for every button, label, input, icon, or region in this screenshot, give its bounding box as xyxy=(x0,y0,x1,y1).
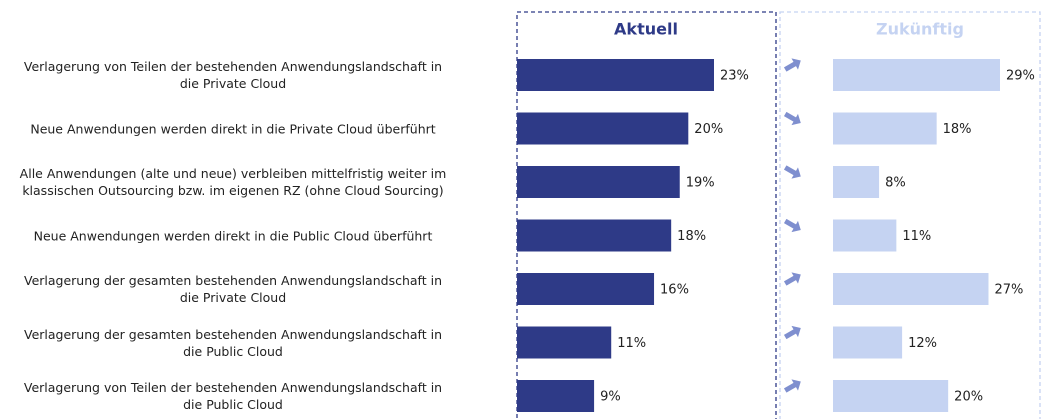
panel-title: Aktuell xyxy=(614,20,678,39)
bar xyxy=(517,219,672,252)
arrow-shape xyxy=(783,165,801,179)
bar xyxy=(833,59,1000,91)
bar xyxy=(517,112,689,145)
bar xyxy=(833,219,897,252)
value-label: 16% xyxy=(660,283,689,298)
bar xyxy=(833,112,937,145)
value-label: 12% xyxy=(908,336,937,351)
panel-title: Zukünftig xyxy=(876,20,964,39)
arrow-shape xyxy=(783,58,801,72)
value-label: 23% xyxy=(720,69,749,84)
value-label: 19% xyxy=(686,176,715,191)
trend-arrow xyxy=(783,325,801,340)
trend-arrow xyxy=(783,379,801,393)
bar xyxy=(517,273,655,305)
category-label: Neue Anwendungen werden direkt in die Pu… xyxy=(33,228,433,243)
panel-frame xyxy=(779,11,1041,419)
category-label: Verlagerung von Teilen der bestehenden A… xyxy=(23,59,443,91)
trend-arrow xyxy=(783,272,801,286)
trend-arrow xyxy=(783,218,801,233)
bar xyxy=(517,59,714,91)
arrow-shape xyxy=(783,111,801,126)
trend-arrow xyxy=(783,58,801,72)
arrow-shape xyxy=(783,218,801,233)
arrow-shape xyxy=(783,379,801,393)
category-label: Verlagerung der gesamten bestehenden Anw… xyxy=(24,326,442,359)
value-label: 20% xyxy=(694,122,723,137)
value-label: 11% xyxy=(902,229,931,244)
category-label: Verlagerung von Teilen der bestehenden A… xyxy=(23,380,443,412)
bar xyxy=(833,166,880,198)
value-label: 9% xyxy=(600,390,621,405)
value-label: 18% xyxy=(943,122,972,137)
trend-arrow xyxy=(783,165,801,179)
value-label: 20% xyxy=(954,390,983,405)
category-label: Neue Anwendungen werden direkt in die Pr… xyxy=(30,121,436,136)
value-label: 27% xyxy=(994,283,1023,298)
arrow-shape xyxy=(783,325,801,340)
bar xyxy=(517,326,612,359)
category-label: Verlagerung der gesamten bestehenden Anw… xyxy=(24,273,442,305)
category-label: Alle Anwendungen (alte und neue) verblei… xyxy=(19,166,447,198)
trend-arrow xyxy=(783,111,801,126)
value-label: 29% xyxy=(1006,69,1035,84)
bar xyxy=(517,380,595,412)
bar xyxy=(833,380,949,412)
value-label: 11% xyxy=(617,336,646,351)
bar xyxy=(517,166,680,198)
value-label: 18% xyxy=(677,229,706,244)
bar xyxy=(833,273,989,305)
bar xyxy=(833,326,903,359)
arrow-shape xyxy=(783,272,801,286)
value-label: 8% xyxy=(885,176,906,191)
